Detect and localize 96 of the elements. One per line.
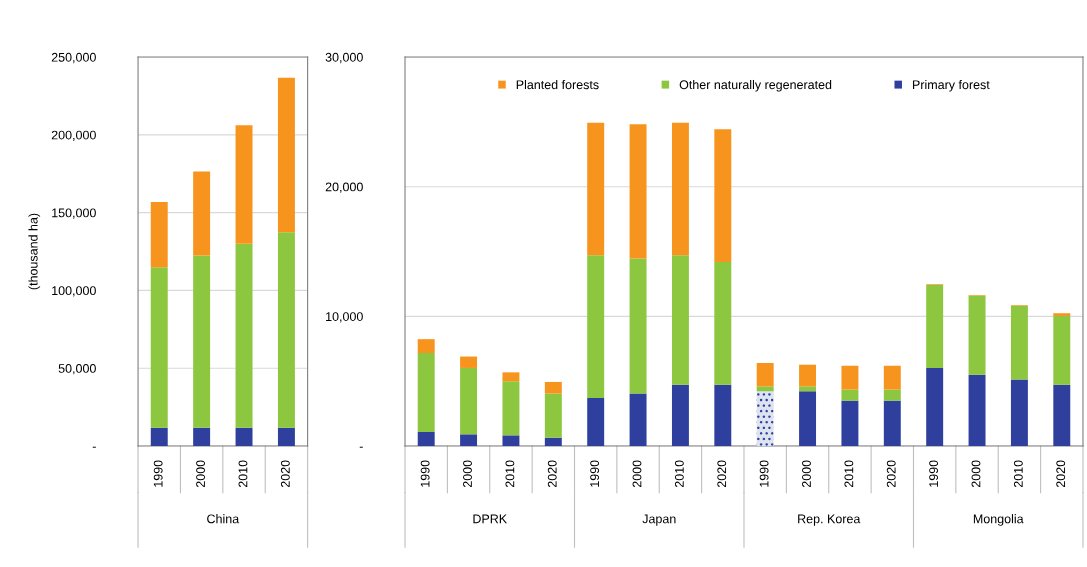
bar bbox=[756, 391, 774, 446]
bar bbox=[799, 386, 817, 392]
bar bbox=[587, 255, 605, 398]
bar bbox=[235, 243, 253, 428]
bar bbox=[799, 364, 817, 387]
text: Japan bbox=[642, 514, 676, 526]
text: Rep. Korea bbox=[798, 514, 861, 526]
y-axis-title: (thousand ha) bbox=[28, 213, 41, 290]
legend-label: Planted forests bbox=[516, 79, 599, 90]
bar bbox=[841, 389, 859, 401]
bar bbox=[926, 367, 944, 446]
y-tick-label: 10,000 bbox=[326, 312, 363, 323]
x-tick-label: 2000 bbox=[632, 460, 642, 488]
bar bbox=[587, 397, 605, 446]
y-tick-label: 50,000 bbox=[58, 364, 96, 375]
bar bbox=[1053, 384, 1071, 446]
bar bbox=[277, 427, 295, 446]
bar bbox=[502, 435, 520, 446]
x-tick-label: 2020 bbox=[280, 460, 290, 488]
bar bbox=[502, 381, 520, 436]
bar bbox=[629, 393, 647, 446]
bar bbox=[968, 295, 986, 375]
bar bbox=[756, 386, 774, 392]
bar bbox=[544, 393, 562, 438]
bar bbox=[671, 384, 689, 446]
y-tick-label: 20,000 bbox=[325, 182, 363, 193]
bar bbox=[968, 374, 986, 446]
legend-label: Other naturally regenerated bbox=[679, 79, 832, 92]
bar bbox=[1010, 305, 1028, 380]
bar bbox=[193, 255, 211, 428]
y-tick-label: - bbox=[92, 446, 96, 448]
x-tick-label: 2000 bbox=[802, 460, 811, 488]
x-tick-label: 1990 bbox=[153, 460, 163, 487]
x-tick-label: 2020 bbox=[547, 460, 557, 488]
x-tick-label: 2020 bbox=[717, 460, 727, 488]
bar bbox=[502, 372, 520, 382]
bar bbox=[417, 432, 435, 446]
bar bbox=[460, 367, 478, 435]
bar bbox=[150, 202, 168, 268]
x-tick-label: 2010 bbox=[238, 460, 248, 488]
bar bbox=[714, 129, 732, 262]
bar bbox=[150, 267, 168, 428]
x-tick-label: 2010 bbox=[1013, 460, 1023, 488]
bar bbox=[883, 400, 901, 446]
bar bbox=[193, 171, 211, 256]
y-tick-label: 250,000 bbox=[51, 52, 96, 64]
x-tick-label: 2010 bbox=[844, 460, 854, 488]
bar bbox=[883, 365, 901, 390]
bar bbox=[587, 122, 605, 256]
bar bbox=[417, 353, 435, 432]
bar bbox=[1053, 313, 1071, 316]
y-tick-label: 200,000 bbox=[51, 130, 96, 141]
bar bbox=[460, 356, 478, 368]
bar bbox=[460, 434, 478, 446]
x-tick-label: 2020 bbox=[886, 460, 896, 488]
bar bbox=[150, 427, 168, 446]
bar bbox=[883, 389, 901, 401]
bar bbox=[277, 232, 295, 428]
text: Mongolia bbox=[973, 514, 1024, 526]
bar bbox=[1010, 379, 1028, 446]
x-tick-label: 2000 bbox=[196, 460, 205, 488]
bar bbox=[544, 437, 562, 446]
bar bbox=[756, 363, 774, 387]
bar bbox=[841, 400, 859, 446]
bar bbox=[235, 427, 253, 446]
bar bbox=[714, 384, 732, 446]
bar bbox=[671, 122, 689, 256]
y-tick-label: 150,000 bbox=[52, 208, 96, 219]
x-tick-label: 2000 bbox=[971, 460, 981, 488]
x-tick-label: 1990 bbox=[759, 460, 769, 487]
x-tick-label: 1990 bbox=[590, 460, 600, 487]
bar bbox=[544, 381, 562, 394]
bar bbox=[714, 261, 732, 385]
y-tick-label: 100,000 bbox=[52, 286, 96, 297]
bar bbox=[235, 125, 253, 244]
bar bbox=[799, 391, 817, 446]
x-tick-label: 2000 bbox=[463, 460, 472, 488]
y-tick-label: 30,000 bbox=[325, 52, 363, 64]
y-tick-label: - bbox=[359, 446, 363, 448]
x-tick-label: 1990 bbox=[420, 460, 430, 487]
bar bbox=[671, 255, 689, 385]
bar bbox=[629, 124, 647, 259]
text: China bbox=[207, 514, 240, 524]
bar bbox=[277, 77, 295, 233]
bar bbox=[193, 427, 211, 446]
bar bbox=[926, 284, 944, 368]
bar bbox=[1053, 315, 1071, 385]
bar bbox=[629, 258, 647, 394]
x-tick-label: 2010 bbox=[505, 460, 515, 488]
bar bbox=[841, 365, 859, 390]
x-tick-label: 2020 bbox=[1056, 460, 1066, 488]
x-tick-label: 2010 bbox=[674, 460, 684, 488]
x-tick-label: 1990 bbox=[929, 460, 939, 487]
legend-label: Primary forest bbox=[913, 79, 990, 92]
text: DPRK bbox=[473, 514, 507, 524]
bar bbox=[417, 339, 435, 354]
